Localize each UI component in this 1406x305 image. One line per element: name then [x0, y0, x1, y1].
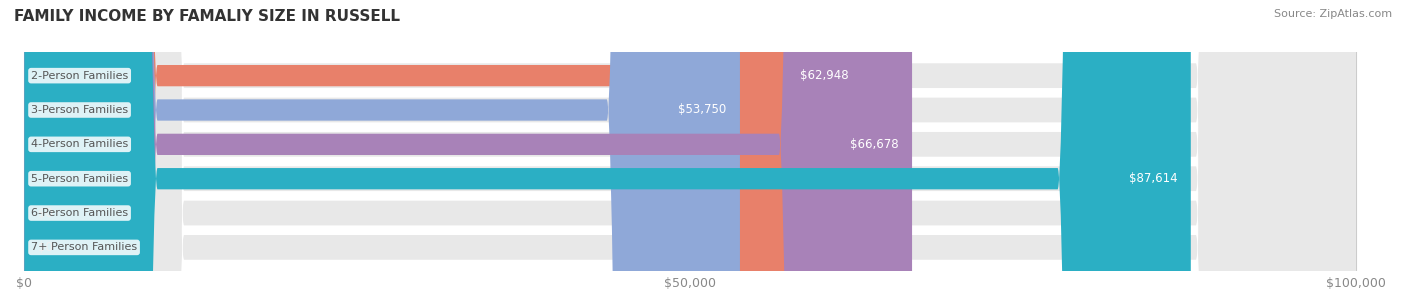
- Text: $66,678: $66,678: [851, 138, 898, 151]
- FancyBboxPatch shape: [24, 0, 862, 305]
- Text: $87,614: $87,614: [1129, 172, 1177, 185]
- FancyBboxPatch shape: [24, 0, 1355, 305]
- Text: $62,948: $62,948: [800, 69, 849, 82]
- Text: 5-Person Families: 5-Person Families: [31, 174, 128, 184]
- Text: 7+ Person Families: 7+ Person Families: [31, 242, 138, 253]
- Text: 4-Person Families: 4-Person Families: [31, 139, 128, 149]
- FancyBboxPatch shape: [24, 0, 912, 305]
- FancyBboxPatch shape: [24, 0, 1355, 305]
- Text: Source: ZipAtlas.com: Source: ZipAtlas.com: [1274, 9, 1392, 19]
- FancyBboxPatch shape: [24, 0, 1355, 305]
- FancyBboxPatch shape: [24, 0, 1355, 305]
- Text: FAMILY INCOME BY FAMALIY SIZE IN RUSSELL: FAMILY INCOME BY FAMALIY SIZE IN RUSSELL: [14, 9, 401, 24]
- FancyBboxPatch shape: [24, 0, 1355, 305]
- FancyBboxPatch shape: [24, 0, 1355, 305]
- Text: $53,750: $53,750: [678, 103, 727, 117]
- Text: 6-Person Families: 6-Person Families: [31, 208, 128, 218]
- Text: $0: $0: [38, 206, 52, 220]
- Text: 2-Person Families: 2-Person Families: [31, 71, 128, 81]
- Text: $0: $0: [38, 241, 52, 254]
- Text: 3-Person Families: 3-Person Families: [31, 105, 128, 115]
- FancyBboxPatch shape: [24, 0, 740, 305]
- FancyBboxPatch shape: [24, 0, 1191, 305]
